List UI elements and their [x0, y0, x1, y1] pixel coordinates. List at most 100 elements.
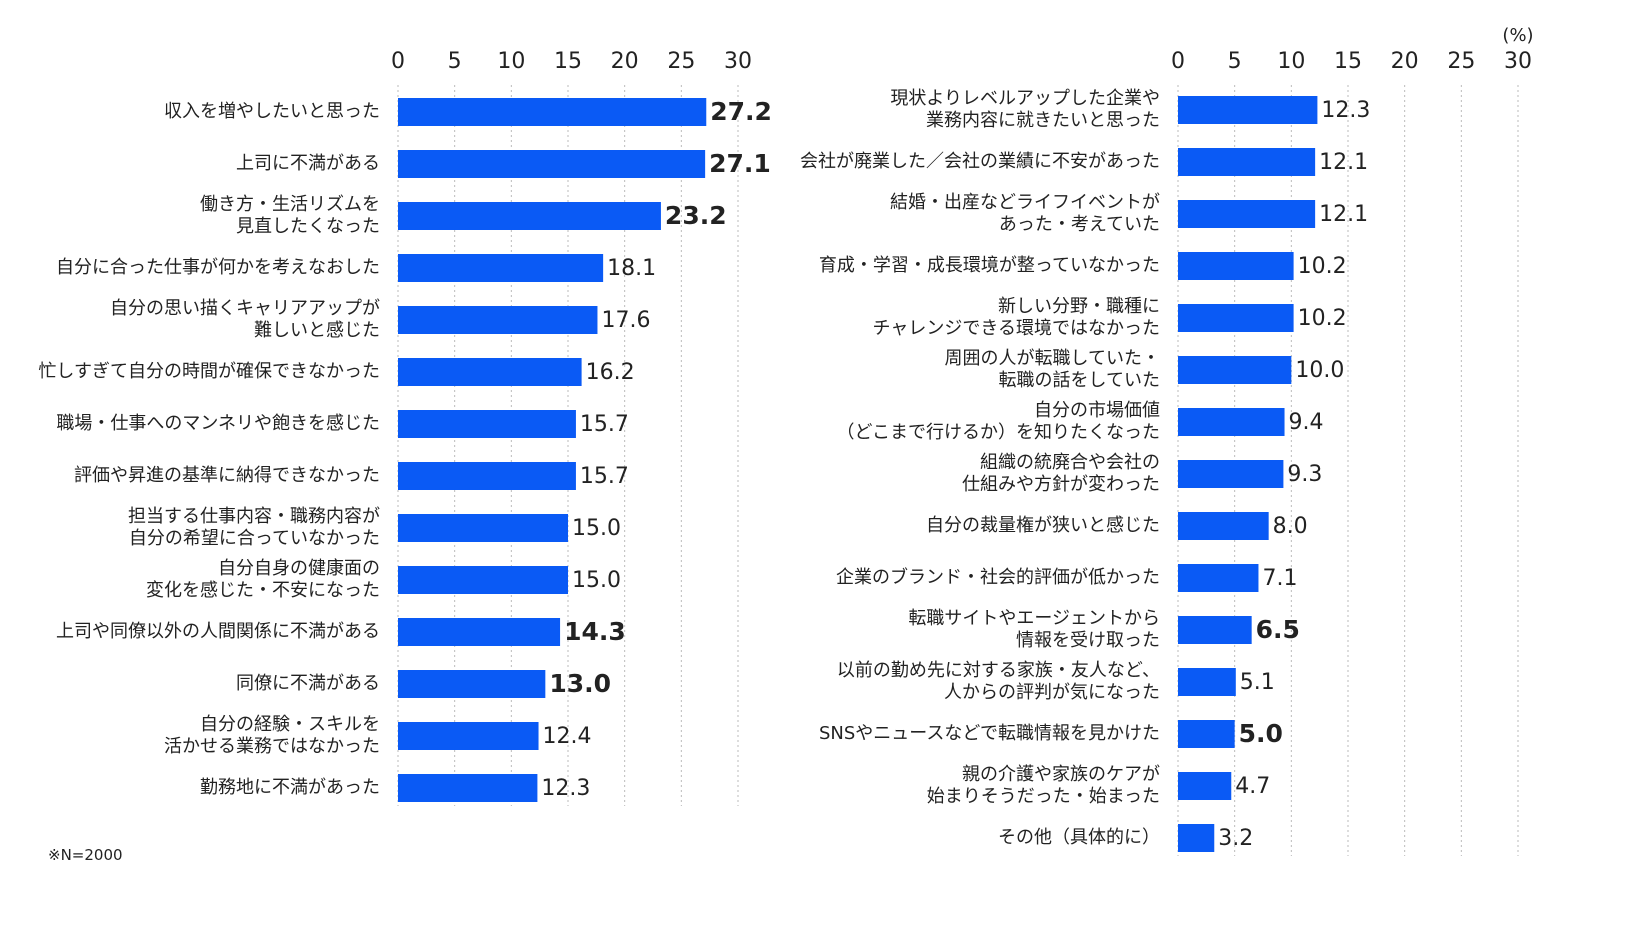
x-tick-label: 25: [667, 49, 695, 74]
x-tick-label: 10: [1277, 49, 1305, 74]
bar: [1178, 148, 1316, 176]
x-tick-label: 25: [1447, 49, 1475, 74]
category-label: 収入を増やしたいと思った: [164, 101, 380, 122]
bar: [398, 722, 539, 750]
category-label: 転職サイトやエージェントから 情報を受け取った: [908, 608, 1160, 651]
category-label: 育成・学習・成長環境が整っていなかった: [818, 255, 1160, 276]
category-label: 自分自身の健康面の 変化を感じた・不安になった: [146, 558, 380, 601]
category-label: 自分の経験・スキルを 活かせる業務ではなかった: [164, 714, 380, 757]
value-label: 27.1: [709, 149, 771, 178]
bar: [398, 618, 561, 646]
unit-label: (%): [1502, 25, 1533, 46]
bar: [398, 254, 604, 282]
value-label: 12.3: [541, 776, 590, 801]
category-label: 働き方・生活リズムを 見直したくなった: [200, 194, 380, 237]
bar: [1178, 668, 1236, 696]
value-label: 12.4: [543, 724, 592, 749]
category-label: 会社が廃業した／会社の業績に不安があった: [800, 151, 1160, 172]
value-label: 5.1: [1240, 670, 1275, 695]
x-tick-label: 20: [611, 49, 639, 74]
value-label: 6.5: [1256, 615, 1300, 644]
category-label: 親の介護や家族のケアが 始まりそうだった・始まった: [926, 764, 1160, 807]
value-label: 18.1: [607, 256, 656, 281]
value-label: 9.4: [1289, 410, 1324, 435]
bar: [398, 98, 707, 126]
value-label: 16.2: [586, 360, 635, 385]
value-label: 13.0: [549, 669, 611, 698]
value-label: 15.7: [580, 464, 629, 489]
value-label: 15.7: [580, 412, 629, 437]
x-tick-label: 15: [554, 49, 582, 74]
x-tick-label: 30: [724, 49, 752, 74]
category-label: 上司や同僚以外の人間関係に不満がある: [56, 621, 380, 642]
category-label: 担当する仕事内容・職務内容が 自分の希望に合っていなかった: [128, 506, 380, 549]
x-tick-label: 0: [1171, 49, 1185, 74]
bar: [1178, 252, 1294, 280]
bar: [398, 774, 538, 802]
x-tick-label: 30: [1504, 49, 1532, 74]
bar: [1178, 720, 1235, 748]
category-label: 勤務地に不満があった: [200, 777, 380, 798]
value-label: 12.1: [1319, 150, 1368, 175]
value-label: 12.1: [1319, 202, 1368, 227]
value-label: 10.2: [1298, 254, 1347, 279]
category-label: 自分の思い描くキャリアアップが 難しいと感じた: [110, 298, 380, 341]
category-label: 評価や昇進の基準に納得できなかった: [74, 465, 380, 486]
bar: [1178, 96, 1318, 124]
x-tick-label: 5: [1228, 49, 1242, 74]
value-label: 10.2: [1298, 306, 1347, 331]
bar: [398, 202, 661, 230]
category-label: 周囲の人が転職していた・ 転職の話をしていた: [944, 348, 1160, 391]
category-label: 現状よりレベルアップした企業や 業務内容に就きたいと思った: [890, 88, 1160, 131]
category-label: SNSやニュースなどで転職情報を見かけた: [818, 723, 1160, 744]
value-label: 9.3: [1287, 462, 1322, 487]
x-tick-label: 10: [497, 49, 525, 74]
value-label: 14.3: [564, 617, 626, 646]
bar: [1178, 616, 1252, 644]
category-label: 自分の裁量権が狭いと感じた: [926, 515, 1160, 536]
footnote: ※N=2000: [48, 846, 123, 864]
bar: [1178, 564, 1259, 592]
category-label: 企業のブランド・社会的評価が低かった: [836, 567, 1160, 588]
bar: [1178, 356, 1292, 384]
bar: [1178, 824, 1215, 852]
x-tick-label: 5: [448, 49, 462, 74]
value-label: 8.0: [1273, 514, 1308, 539]
value-label: 7.1: [1262, 566, 1297, 591]
value-label: 27.2: [710, 97, 772, 126]
value-label: 5.0: [1239, 719, 1283, 748]
bar: [398, 306, 598, 334]
category-label: 上司に不満がある: [236, 153, 380, 174]
bar: [398, 462, 576, 490]
bar: [398, 514, 568, 542]
value-label: 4.7: [1235, 774, 1270, 799]
bar: [398, 358, 582, 386]
category-label: 結婚・出産などライフイベントが あった・考えていた: [890, 192, 1160, 235]
category-label: 忙しすぎて自分の時間が確保できなかった: [38, 361, 380, 382]
value-label: 15.0: [572, 516, 621, 541]
x-tick-label: 0: [391, 49, 405, 74]
x-tick-label: 15: [1334, 49, 1362, 74]
category-label: 職場・仕事へのマンネリや飽きを感じた: [56, 413, 380, 434]
bar: [398, 410, 576, 438]
category-label: 新しい分野・職種に チャレンジできる環境ではなかった: [872, 296, 1160, 339]
category-label: 自分に合った仕事が何かを考えなおした: [56, 257, 380, 278]
bar: [1178, 200, 1316, 228]
bar: [1178, 460, 1284, 488]
bar: [398, 670, 546, 698]
value-label: 10.0: [1295, 358, 1344, 383]
bar: [1178, 772, 1232, 800]
category-label: 以前の勤め先に対する家族・友人など、 人からの評判が気になった: [836, 660, 1160, 703]
x-tick-label: 20: [1391, 49, 1419, 74]
value-label: 3.2: [1218, 826, 1253, 851]
bar: [1178, 304, 1294, 332]
value-label: 12.3: [1321, 98, 1370, 123]
value-label: 15.0: [572, 568, 621, 593]
category-label: その他（具体的に）: [998, 827, 1160, 848]
value-label: 17.6: [601, 308, 650, 333]
bar: [1178, 512, 1269, 540]
bar: [398, 566, 568, 594]
value-label: 23.2: [665, 201, 727, 230]
